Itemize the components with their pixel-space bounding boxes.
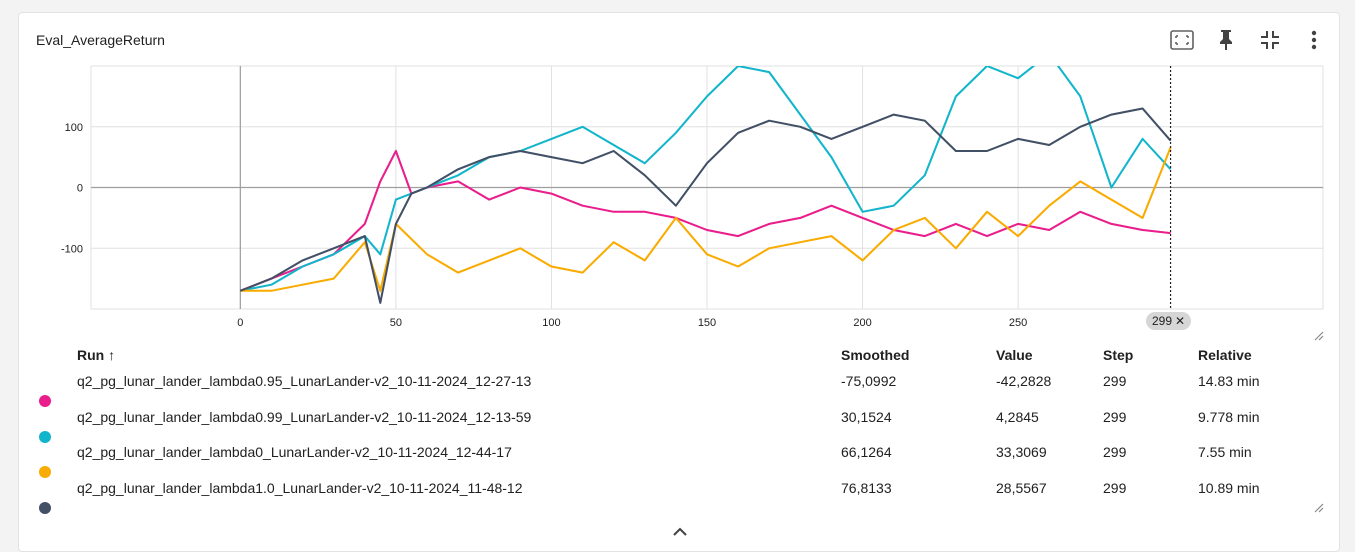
y-tick-label: 100 [65,122,83,134]
run-color-swatch[interactable] [39,430,51,443]
chevron-up-icon[interactable] [671,525,689,539]
cell-step: 299 [1103,408,1127,425]
cell-relative: 7.55 min [1198,444,1252,460]
card-title: Eval_AverageReturn [36,32,165,48]
table-row[interactable]: q2_pg_lunar_lander_lambda1.0_LunarLander… [19,480,1341,514]
line-chart[interactable]: 0 50 100 150 200 250 100 0 -100 [19,13,1341,347]
pin-button[interactable] [1211,27,1241,53]
cell-relative: 14.83 min [1198,373,1260,389]
run-color-swatch[interactable] [39,501,51,514]
header-relative[interactable]: Relative [1198,347,1252,363]
x-tick-label: 0 [237,317,243,329]
fit-to-data-icon [1170,30,1194,50]
series-line-2[interactable] [240,147,1172,292]
table-row[interactable]: q2_pg_lunar_lander_lambda0.99_LunarLande… [19,409,1341,443]
run-color-swatch[interactable] [39,395,51,407]
card-toolbar [1167,27,1329,53]
header-run[interactable]: Run ↑ [77,347,116,363]
header-smoothed[interactable]: Smoothed [841,347,910,363]
cell-smoothed: 66,1264 [841,444,892,460]
cell-smoothed: 30,1524 [841,408,892,425]
step-cursor-label: 299 [1152,314,1173,328]
close-icon[interactable]: ✕ [1175,314,1186,328]
cell-run: q2_pg_lunar_lander_lambda0.95_LunarLande… [77,373,532,389]
more-vert-icon [1311,30,1317,50]
series-line-1[interactable] [240,54,1172,292]
run-color-swatch[interactable] [39,466,51,478]
table-resize-icon[interactable] [1312,501,1324,513]
cell-value: 33,3069 [996,444,1047,460]
chart-resize-icon[interactable] [1312,329,1324,341]
cell-relative: 10.89 min [1198,479,1260,496]
cell-smoothed: -75,0992 [841,373,897,389]
cell-step: 299 [1103,373,1127,389]
cell-smoothed: 76,8133 [841,479,892,496]
y-tick-label: -100 [61,243,83,255]
cell-value: 4,2845 [996,408,1039,425]
cell-run: q2_pg_lunar_lander_lambda1.0_LunarLander… [77,479,523,496]
series-line-3[interactable] [239,107,1172,304]
cell-step: 299 [1103,479,1127,496]
table-row[interactable]: q2_pg_lunar_lander_lambda0_LunarLander-v… [19,444,1341,478]
cell-relative: 9.778 min [1198,408,1260,425]
cell-value: 28,5567 [996,479,1047,496]
cell-step: 299 [1103,444,1127,460]
pin-icon [1220,30,1232,50]
x-tick-label: 200 [853,317,871,329]
header-value[interactable]: Value [996,347,1033,363]
fit-domain-button[interactable] [1167,27,1197,53]
x-tick-label: 100 [542,317,560,329]
x-tick-label: 150 [698,317,716,329]
step-cursor-tag[interactable]: 299 ✕ [1146,312,1192,330]
cell-run: q2_pg_lunar_lander_lambda0.99_LunarLande… [77,408,532,425]
header-step[interactable]: Step [1103,347,1134,363]
chart-card: Eval_AverageReturn 0 50 100 150 200 250 100 0 -1… [18,12,1340,552]
collapse-button[interactable] [1255,27,1285,53]
y-tick-label: 0 [77,183,83,195]
series-group [239,54,1172,304]
more-button[interactable] [1299,27,1329,53]
cell-value: -42,2828 [996,373,1052,389]
cell-run: q2_pg_lunar_lander_lambda0_LunarLander-v… [77,444,512,460]
x-tick-label: 250 [1009,317,1027,329]
x-tick-label: 50 [390,317,402,329]
table-row[interactable]: q2_pg_lunar_lander_lambda0.95_LunarLande… [19,373,1341,407]
collapse-icon [1261,31,1279,49]
